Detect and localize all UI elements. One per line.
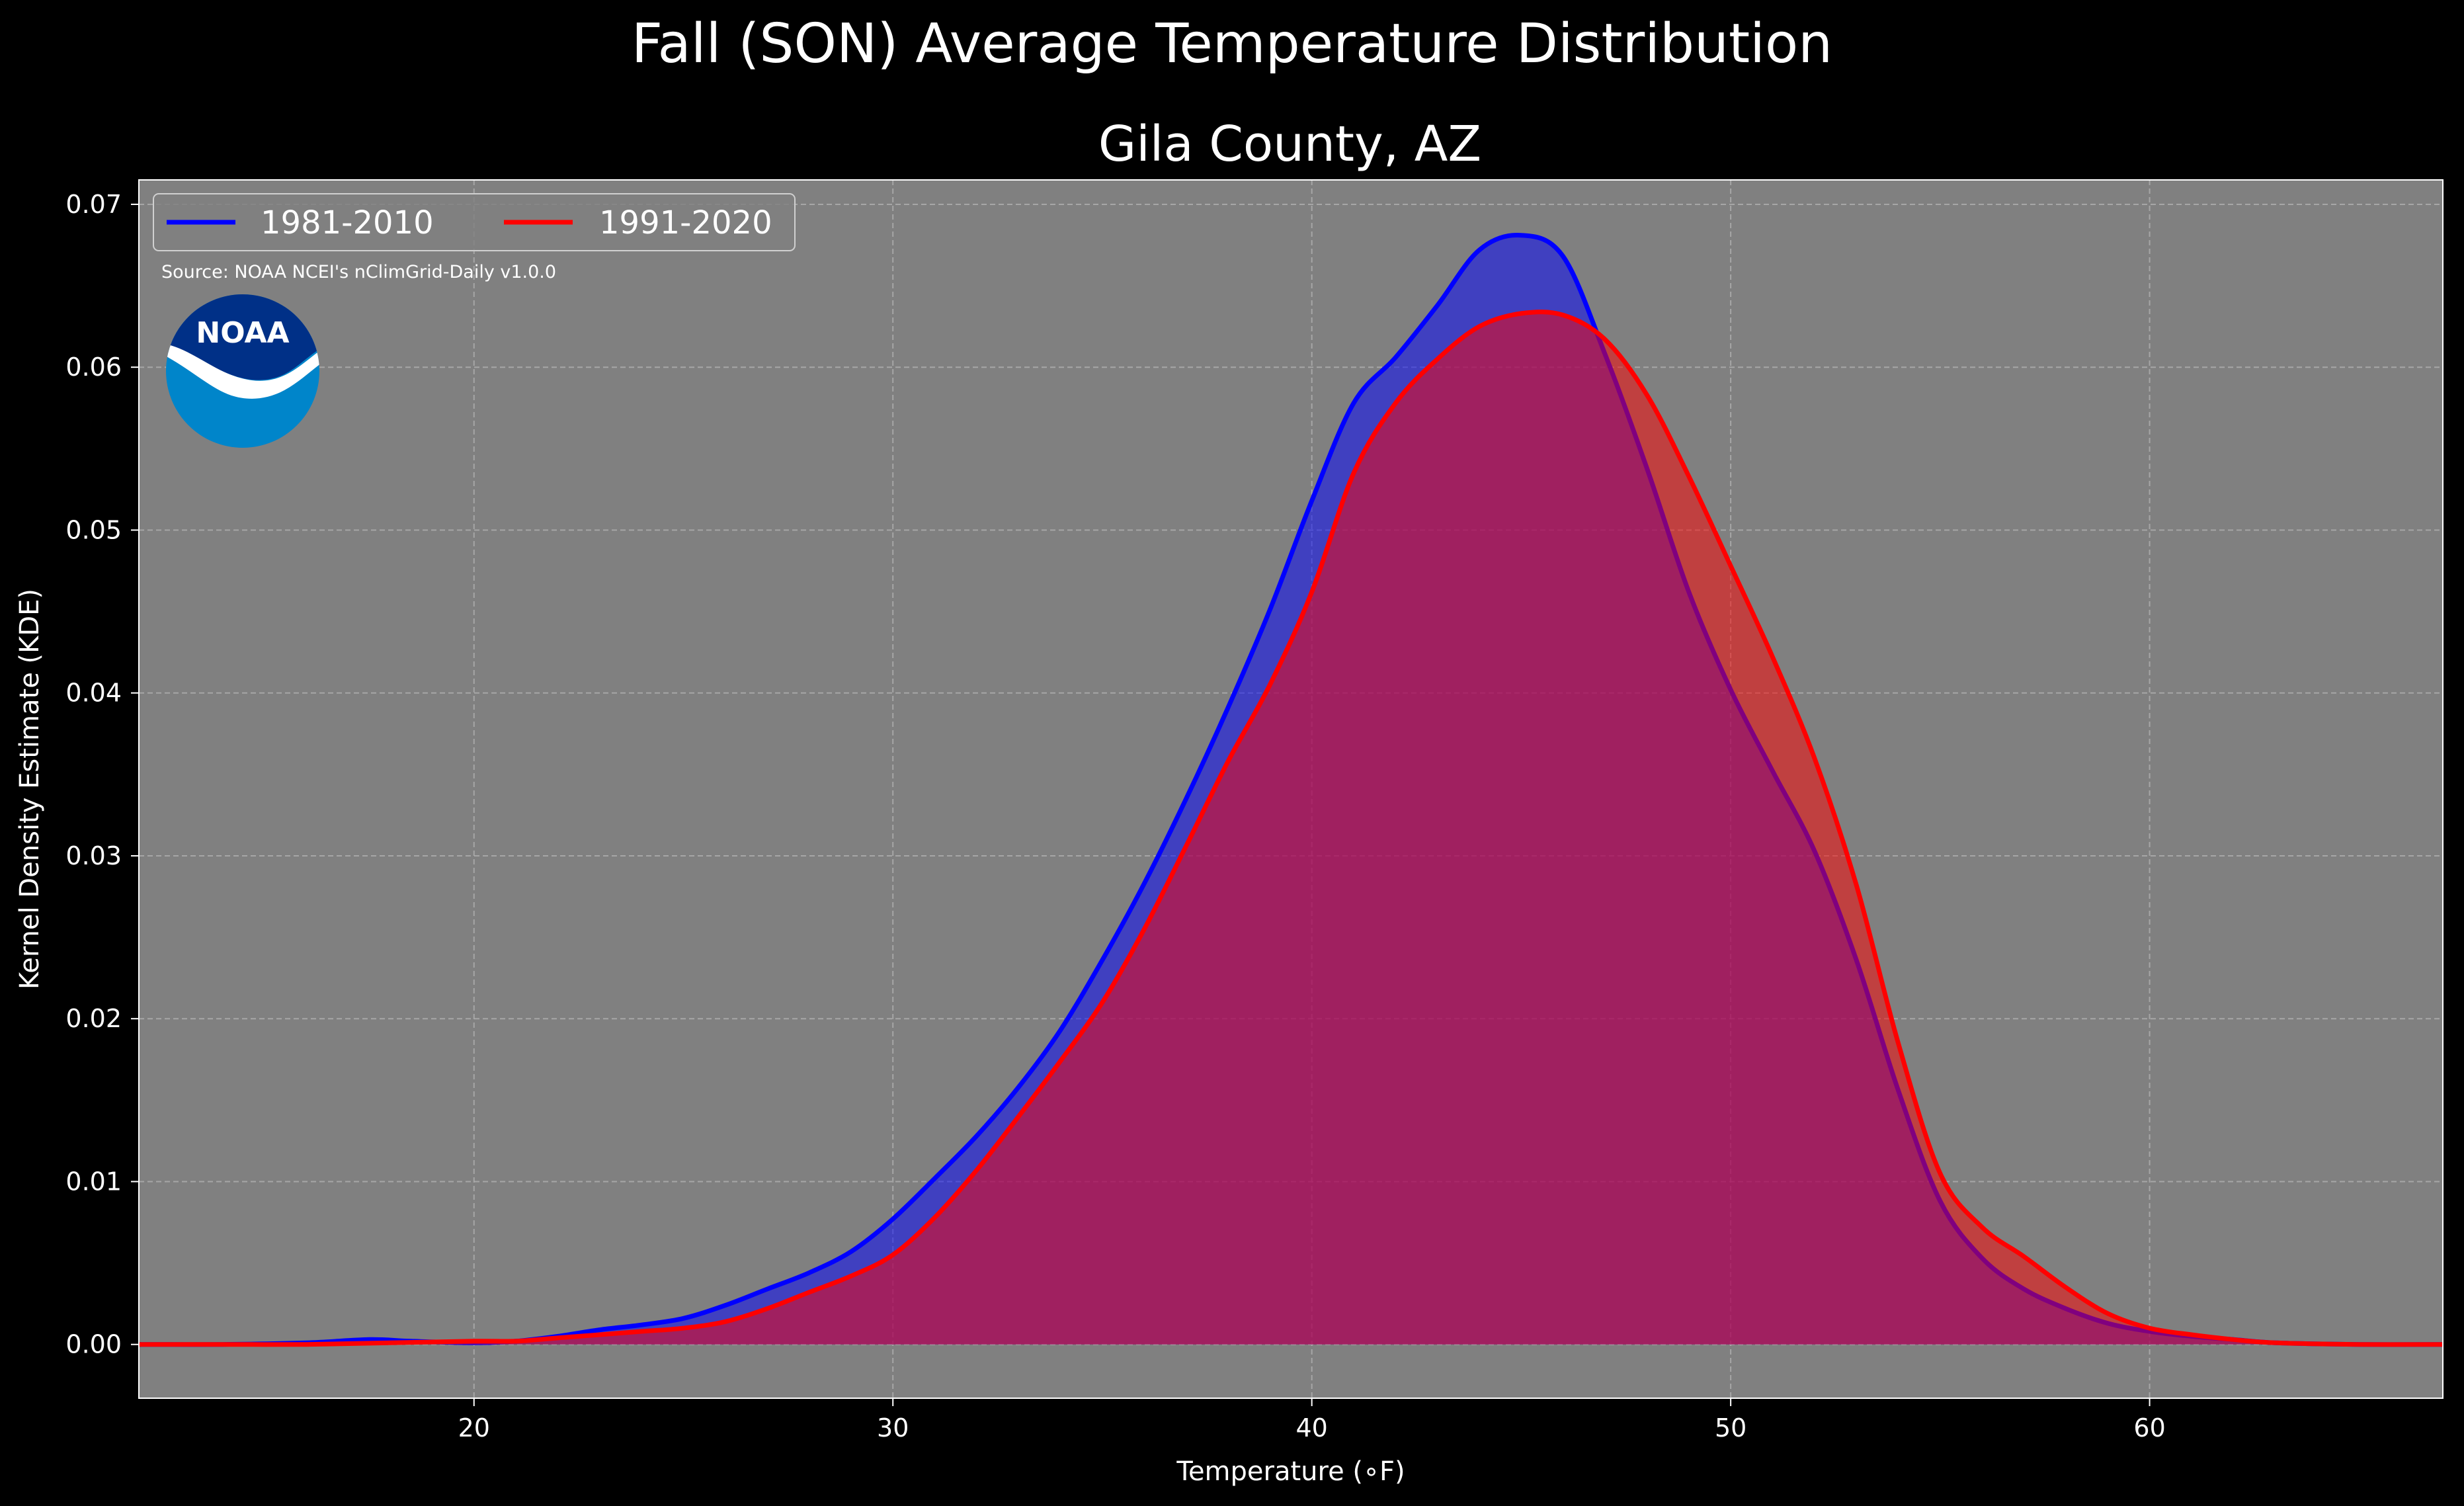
x-tick-label: 50 xyxy=(1715,1413,1746,1443)
legend-label-1981-2010: 1981-2010 xyxy=(261,204,434,241)
source-annotation: Source: NOAA NCEI's nClimGrid-Daily v1.0… xyxy=(161,262,556,282)
legend-box xyxy=(153,193,796,251)
x-tick-label: 60 xyxy=(2133,1413,2165,1443)
legend: 1981-2010 1991-2020 xyxy=(153,193,796,251)
noaa-logo: NOAA xyxy=(166,294,319,448)
logo-gull-shape xyxy=(166,344,319,399)
line-1991-2020 xyxy=(139,310,2443,1347)
area-1991-2020 xyxy=(139,312,2443,1345)
x-axis-label: Temperature (∘F) xyxy=(1176,1456,1405,1487)
y-tick-label: 0.04 xyxy=(65,679,122,708)
x-tick-label: 20 xyxy=(458,1413,490,1443)
plot-frame xyxy=(138,179,2443,1399)
axis-ticks: 20 30 40 50 60 0.00 0.01 0.02 0.03 0.04 0.05 0.06 0.… xyxy=(65,190,2165,1443)
y-tick-label: 0.05 xyxy=(65,515,122,544)
y-tick-label: 0.07 xyxy=(65,190,122,219)
y-axis-label: Kernel Density Estimate (KDE) xyxy=(15,589,45,989)
y-tick-label: 0.06 xyxy=(65,353,122,382)
chart-subtitle: Gila County, AZ xyxy=(1098,116,1482,173)
chart-title: Fall (SON) Average Temperature Distribut… xyxy=(631,13,1833,75)
legend-label-1991-2020: 1991-2020 xyxy=(599,204,772,241)
logo-top-field xyxy=(166,294,319,380)
y-tick-label: 0.00 xyxy=(65,1330,122,1359)
logo-text: NOAA xyxy=(196,316,289,350)
x-tick-label: 30 xyxy=(877,1413,909,1443)
y-tick-label: 0.01 xyxy=(65,1167,122,1196)
series-layer xyxy=(138,232,2443,1347)
x-tick-label: 40 xyxy=(1295,1413,1327,1443)
y-tick-label: 0.03 xyxy=(65,841,122,870)
y-tick-label: 0.02 xyxy=(65,1004,122,1033)
